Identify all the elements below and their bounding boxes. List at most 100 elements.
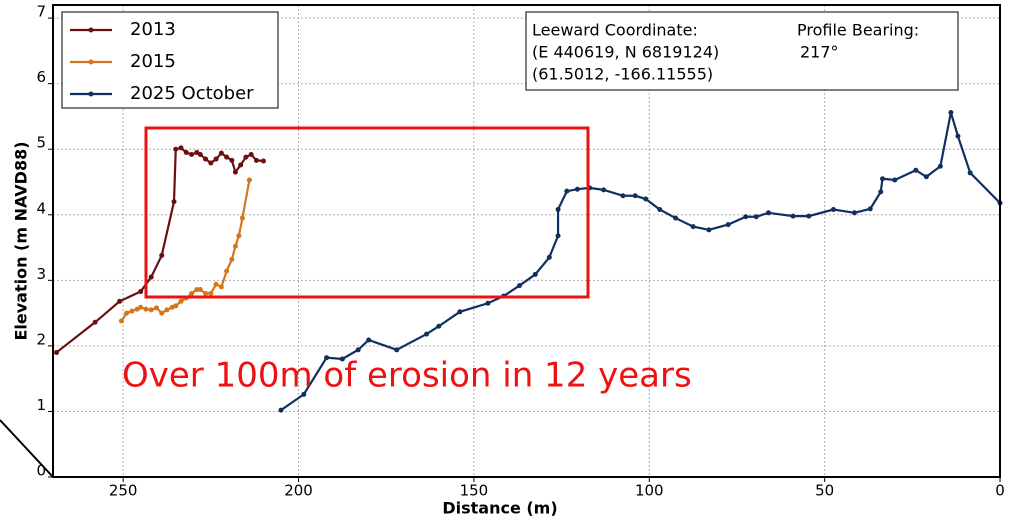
data-point xyxy=(153,305,159,311)
y-tick-label: 7 xyxy=(36,3,46,21)
decor-line xyxy=(0,419,54,478)
data-point xyxy=(457,309,463,315)
data-point xyxy=(880,176,886,182)
data-point xyxy=(743,214,749,220)
data-point xyxy=(643,196,649,202)
legend-label: 2025 October xyxy=(130,83,254,104)
data-point xyxy=(203,156,209,162)
data-point xyxy=(148,307,154,313)
data-point xyxy=(208,160,214,166)
y-tick-label: 3 xyxy=(36,265,46,283)
info-text: (E 440619, N 6819124) xyxy=(532,43,719,62)
data-point xyxy=(189,290,195,296)
lines xyxy=(54,110,1003,413)
highlight-box xyxy=(144,126,590,299)
data-point xyxy=(355,347,361,353)
data-point xyxy=(555,207,561,213)
data-point xyxy=(148,274,154,280)
data-point xyxy=(117,298,123,304)
info-text: Leeward Coordinate: xyxy=(532,21,698,40)
legend-label: 2013 xyxy=(130,19,176,40)
y-tick-label: 2 xyxy=(36,330,46,348)
data-point xyxy=(213,156,219,162)
info-text: (61.5012, -166.11555) xyxy=(532,65,713,84)
y-tick-label: 1 xyxy=(36,396,46,414)
x-tick-label: 200 xyxy=(284,482,313,500)
data-point xyxy=(706,227,712,233)
data-point xyxy=(620,193,626,199)
legend: 2013 2015 2025 October xyxy=(70,19,254,104)
data-point xyxy=(324,355,330,361)
data-point xyxy=(892,177,898,183)
data-point xyxy=(555,233,561,239)
data-point xyxy=(171,199,177,205)
y-axis-label: Elevation (m NAVD88) xyxy=(12,141,31,340)
data-point xyxy=(229,256,235,262)
data-point xyxy=(164,307,170,313)
data-point xyxy=(339,356,345,362)
data-point xyxy=(564,188,570,194)
data-point xyxy=(232,169,238,175)
legend-marker xyxy=(88,91,94,97)
data-point xyxy=(178,145,184,151)
data-point xyxy=(118,318,124,324)
data-point xyxy=(178,298,184,304)
ticks: 0 1 2 3 4 5 6 7 250 200 150 100 50 0 xyxy=(36,3,1004,500)
data-point xyxy=(92,319,98,325)
data-point xyxy=(129,308,135,314)
data-point xyxy=(601,187,607,193)
y-tick-label: 4 xyxy=(36,199,46,217)
info-box xyxy=(525,11,959,91)
data-point xyxy=(851,210,857,216)
data-point xyxy=(967,170,973,176)
data-point xyxy=(923,174,929,180)
data-point xyxy=(278,407,284,413)
data-point xyxy=(632,193,638,199)
data-point xyxy=(173,303,179,309)
data-point xyxy=(366,337,372,343)
plot-frame xyxy=(52,4,1001,478)
data-point xyxy=(766,210,772,216)
data-point xyxy=(213,281,219,287)
annotation: Over 100m of erosion in 12 years xyxy=(122,356,692,396)
data-point xyxy=(790,213,796,219)
data-point xyxy=(436,323,442,329)
series-line xyxy=(55,146,264,354)
x-tick-label: 100 xyxy=(635,482,664,500)
data-point xyxy=(197,287,203,293)
data-point xyxy=(253,157,259,163)
data-point xyxy=(532,271,538,277)
data-point xyxy=(143,306,149,312)
data-point xyxy=(260,158,266,164)
data-point xyxy=(913,167,919,173)
x-tick-label: 250 xyxy=(109,482,138,500)
data-point xyxy=(243,154,249,160)
y-tick-label: 0 xyxy=(36,462,46,480)
data-point xyxy=(394,347,400,353)
data-point xyxy=(725,222,731,228)
data-point xyxy=(657,207,663,213)
legend-label: 2015 xyxy=(130,51,176,72)
data-point xyxy=(236,233,242,239)
data-point xyxy=(516,283,522,289)
data-point xyxy=(224,268,230,274)
data-point xyxy=(208,290,214,296)
data-point xyxy=(229,157,235,163)
data-point xyxy=(159,252,165,258)
data-point xyxy=(955,133,961,139)
x-axis-label: Distance (m) xyxy=(442,499,557,518)
data-point xyxy=(218,150,224,156)
data-point xyxy=(138,288,144,294)
data-point xyxy=(173,146,179,152)
legend-marker xyxy=(88,27,94,33)
data-point xyxy=(197,151,203,157)
x-tick-label: 0 xyxy=(995,482,1005,500)
data-point xyxy=(159,310,165,316)
data-point xyxy=(806,213,812,219)
data-point xyxy=(948,110,954,116)
info-text: Profile Bearing: xyxy=(797,21,919,40)
data-point xyxy=(203,290,209,296)
legend-box xyxy=(61,11,279,109)
x-tick-label: 50 xyxy=(815,482,834,500)
y-tick-label: 5 xyxy=(36,134,46,152)
